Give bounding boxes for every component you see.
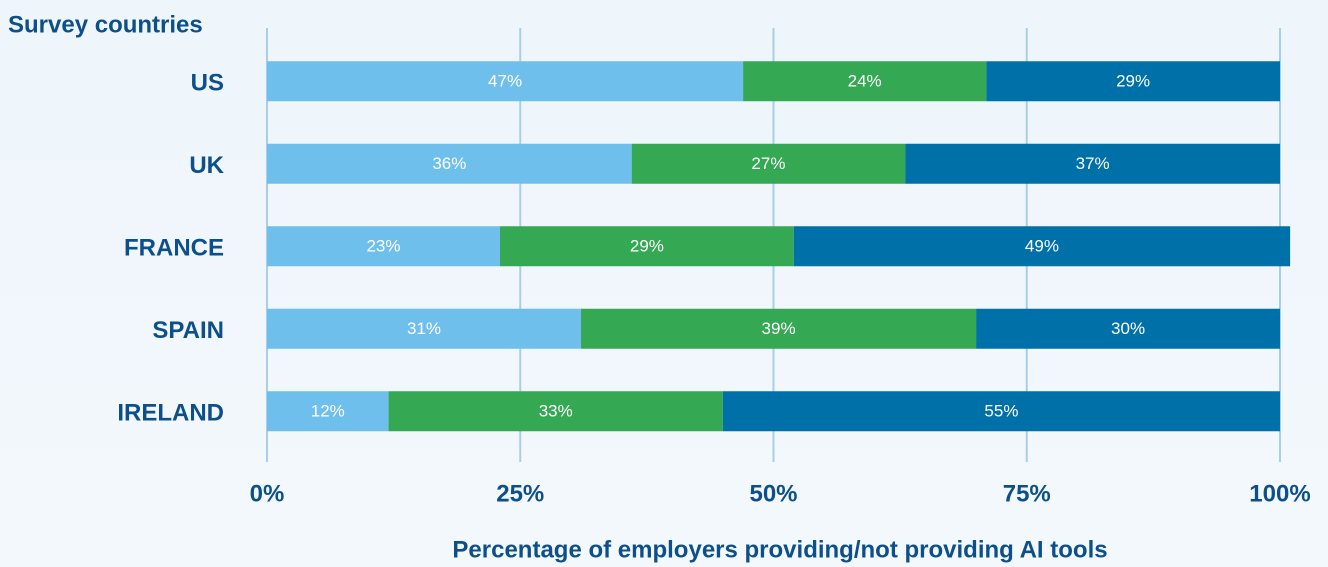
data-label: 47% [488,72,522,91]
bar-segment [581,308,977,349]
x-tick-label: 0% [250,480,285,507]
data-label: 33% [539,402,573,421]
y-tick-label: US [191,70,224,97]
data-label: 27% [751,154,785,173]
bar-segment [267,308,582,349]
data-label: 31% [407,319,441,338]
data-label: 36% [432,154,466,173]
x-tick-label: 25% [496,480,544,507]
data-label: 37% [1076,154,1110,173]
x-tick-label: 100% [1249,480,1310,507]
data-label: 29% [630,237,664,256]
data-label: 23% [366,237,400,256]
bar-segment [793,226,1291,267]
bar-segment [267,391,389,432]
data-label: 12% [311,402,345,421]
data-label: 29% [1116,72,1150,91]
data-label: 24% [848,72,882,91]
x-tick-label: 50% [749,480,797,507]
y-tick-label: FRANCE [124,235,224,262]
data-label: 49% [1025,237,1059,256]
data-label: 30% [1111,319,1145,338]
y-tick-label: IRELAND [117,400,224,427]
bar-segment [499,226,794,267]
x-axis-label: Percentage of employers providing/not pr… [452,536,1107,563]
data-label: 39% [762,319,796,338]
bar-segment [267,143,632,184]
data-label: 55% [984,402,1018,421]
bar-segment [905,143,1280,184]
y-tick-label: SPAIN [152,317,224,344]
bar-segment [388,391,723,432]
bar-segment [631,143,906,184]
bar-segment [743,61,987,102]
bar-segment [267,226,500,267]
x-tick-label: 75% [1003,480,1051,507]
bar-segment [986,61,1280,102]
bar-segment [976,308,1280,349]
y-tick-label: UK [189,152,224,179]
bar-segment [267,61,744,102]
y-axis-label: Survey countries [8,11,203,38]
bar-segment [722,391,1280,432]
